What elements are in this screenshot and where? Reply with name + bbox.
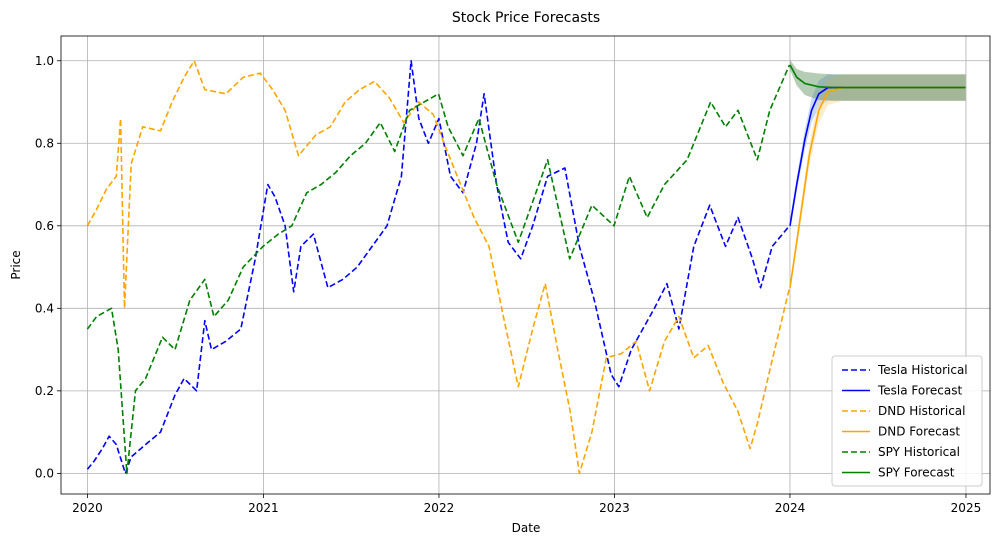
legend-label: SPY Forecast [878, 466, 955, 480]
x-tick-label: 2020 [72, 501, 103, 515]
x-tick-label: 2025 [951, 501, 982, 515]
plot-area [86, 59, 966, 475]
y-tick-label: 0.2 [35, 384, 54, 398]
y-tick-label: 0.0 [35, 466, 54, 480]
y-tick-label: 0.6 [35, 219, 54, 233]
x-axis-title: Date [512, 521, 541, 535]
dnd-historical-line [86, 59, 791, 475]
spy-forecast-line [789, 64, 966, 89]
y-axis-title: Price [9, 250, 23, 279]
y-tick-label: 0.8 [35, 136, 54, 150]
x-tick-label: 2023 [599, 501, 630, 515]
x-tick-label: 2021 [248, 501, 279, 515]
legend-label: Tesla Historical [877, 363, 968, 377]
legend-label: Tesla Forecast [877, 384, 963, 398]
y-tick-label: 1.0 [35, 54, 54, 68]
y-tick-label: 0.4 [35, 301, 54, 315]
tesla-forecast-band [790, 74, 966, 231]
plot-frame [60, 35, 991, 495]
legend-label: DND Historical [878, 404, 965, 418]
chart-title: Stock Price Forecasts [452, 10, 600, 26]
x-tick-label: 2024 [775, 501, 806, 515]
legend-label: DND Forecast [878, 425, 960, 439]
tesla-historical-line [86, 59, 791, 475]
legend-label: SPY Historical [878, 445, 960, 459]
dnd-forecast-band [790, 74, 966, 293]
legend-box [831, 355, 983, 487]
x-tick-label: 2022 [424, 501, 455, 515]
legend: Tesla Historical Tesla Forecast DND Histor… [831, 355, 983, 487]
spy-historical-line [86, 64, 791, 475]
